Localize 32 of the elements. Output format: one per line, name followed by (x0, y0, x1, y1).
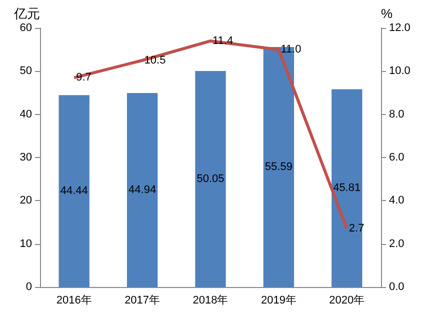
data-label: 55.59 (264, 161, 292, 174)
data-label: 45.81 (333, 182, 361, 194)
y-tick-label: 30 (20, 152, 32, 164)
data-label: 11.4 (212, 34, 234, 47)
y-tick-label: 60 (20, 22, 32, 34)
x-tick-label: 2018年 (192, 294, 228, 306)
data-label: 44.94 (128, 184, 156, 196)
y-axis-title: 亿元 (13, 6, 40, 21)
x-tick-label: 2019年 (260, 294, 296, 306)
x-tick-label: 2017年 (124, 294, 160, 306)
y-tick-label: 20 (20, 194, 32, 207)
data-label: 44.44 (60, 185, 88, 198)
y2-tick-label: 10.0 (389, 65, 410, 78)
y2-tick-label: 4.0 (389, 194, 404, 207)
bar (126, 93, 158, 287)
y-tick-label: 50 (20, 65, 32, 78)
y2-tick-label: 2.0 (389, 238, 404, 250)
y2-tick-label: 8.0 (389, 108, 404, 120)
y2-tick-label: 12.0 (389, 22, 410, 34)
bar (195, 70, 226, 287)
x-tick-label: 2016年 (56, 294, 92, 306)
y-tick-label: 40 (20, 108, 32, 120)
x-tick-label: 2020年 (329, 294, 365, 306)
y-tick-label: 0 (26, 281, 32, 293)
y2-axis-title: % (381, 6, 393, 21)
y-tick-label: 10 (20, 238, 32, 250)
y2-tick-label: 0.0 (389, 281, 404, 293)
y2-tick-label: 6.0 (389, 152, 404, 164)
data-label: 50.05 (196, 172, 224, 185)
data-label: 10.5 (144, 54, 166, 66)
bar (332, 89, 362, 287)
bar (58, 95, 90, 287)
